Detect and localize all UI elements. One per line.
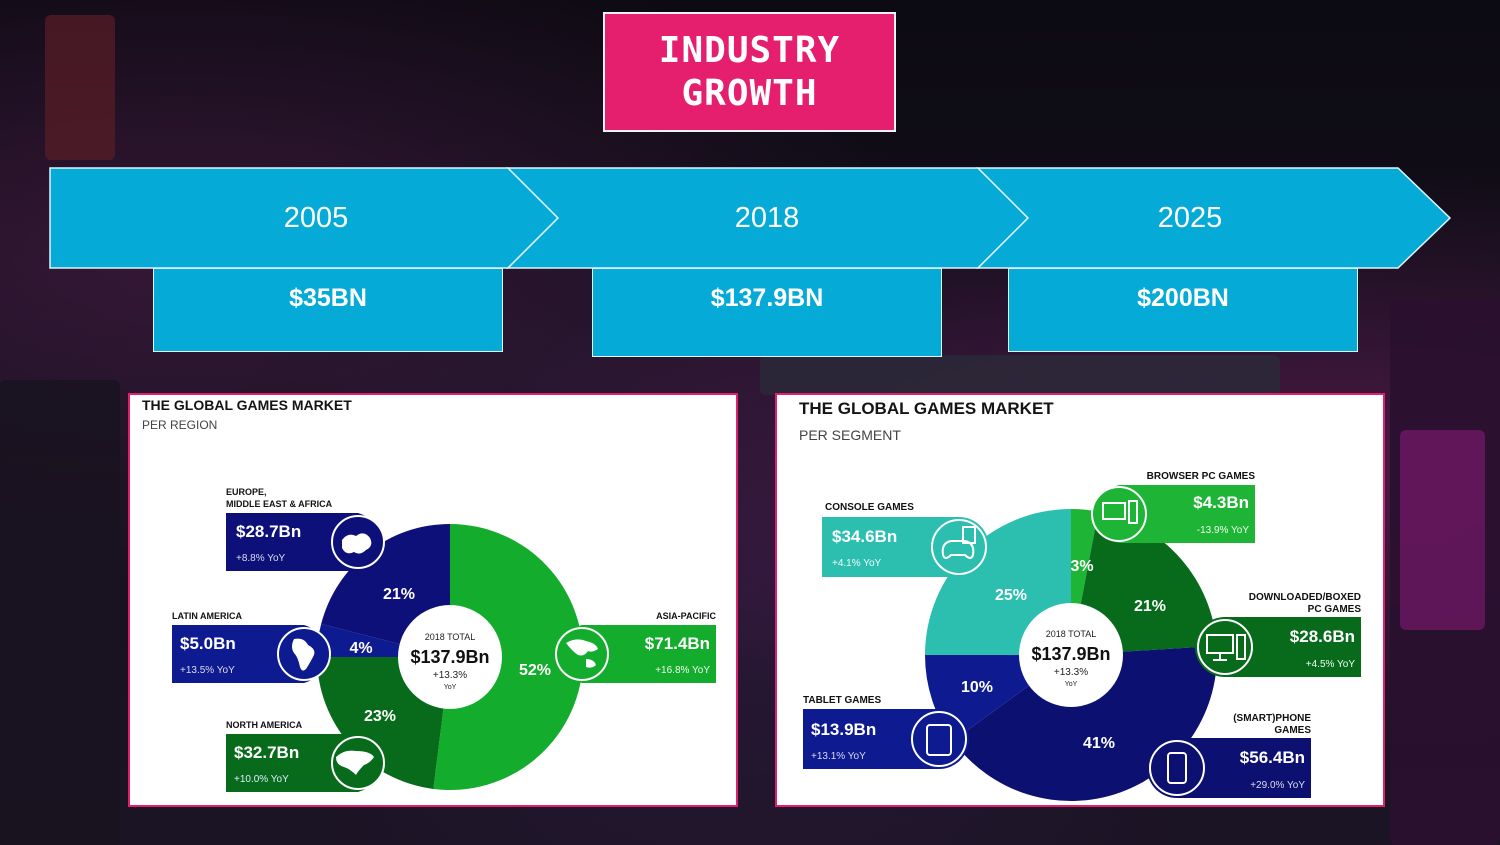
callout-console-value: $34.6Bn <box>832 527 897 546</box>
pct-label-tablet: 10% <box>961 679 993 696</box>
callout-latam-yoy: +13.5% YoY <box>180 665 235 676</box>
callout-smartphone-name-2: GAMES <box>1274 725 1311 736</box>
pct-label-browser-pc: 3% <box>1070 558 1093 575</box>
callout-tablet-value: $13.9Bn <box>811 720 876 739</box>
center-growth: +13.3% <box>1054 667 1088 678</box>
callout-downloaded-pc: DOWNLOADED/BOXED PC GAMES $28.6Bn +4.5% … <box>1195 592 1361 677</box>
callout-na-name: NORTH AMERICA <box>226 720 303 730</box>
region-chart-subtitle: PER REGION <box>142 418 218 432</box>
callout-browser-name: BROWSER PC GAMES <box>1147 471 1256 482</box>
background-sign <box>45 15 115 160</box>
pie-center-hole <box>398 605 502 709</box>
timeline-value-2018: $137.9BN <box>592 268 942 357</box>
callout-smartphone-yoy: +29.0% YoY <box>1250 780 1305 791</box>
pct-label-console: 25% <box>995 587 1027 604</box>
region-chart-title: THE GLOBAL GAMES MARKET <box>142 397 352 413</box>
segment-chart-svg: 2018 TOTAL $137.9Bn +13.3% YoY 3% 21% 41… <box>803 471 1361 802</box>
callout-downloaded-name-2: PC GAMES <box>1308 604 1362 615</box>
callout-europe-name-2: MIDDLE EAST & AFRICA <box>226 499 333 509</box>
background-machine-center <box>760 355 1280 395</box>
callout-smartphone-name-1: (SMART)PHONE <box>1233 713 1311 724</box>
callout-tablet: TABLET GAMES $13.9Bn +13.1% YoY <box>803 695 969 769</box>
segment-chart-title: THE GLOBAL GAMES MARKET <box>799 399 1054 418</box>
center-total-value: $137.9Bn <box>410 647 489 667</box>
callout-downloaded-name-1: DOWNLOADED/BOXED <box>1249 592 1361 603</box>
callout-smartphone-value: $56.4Bn <box>1240 748 1305 767</box>
callout-europe-yoy: +8.8% YoY <box>236 553 286 564</box>
callout-apac-name: ASIA-PACIFIC <box>656 611 716 621</box>
callout-console-yoy: +4.1% YoY <box>832 558 882 569</box>
timeline-year-2025: 2025 <box>1157 202 1223 234</box>
callout-asia-pacific: ASIA-PACIFIC $71.4Bn +16.8% YoY <box>555 611 716 683</box>
title-line-1: INDUSTRY <box>658 29 841 71</box>
callout-apac-value: $71.4Bn <box>645 634 710 653</box>
timeline-year-2018: 2018 <box>734 202 800 234</box>
pct-label-asia-pacific: 52% <box>519 662 551 679</box>
callout-europe-mea: EUROPE, MIDDLE EAST & AFRICA $28.7Bn +8.… <box>226 487 385 571</box>
callout-latam-value: $5.0Bn <box>180 634 236 653</box>
smartphone-icon <box>1167 752 1187 784</box>
background-cabinet-left <box>0 380 120 845</box>
europe-map-icon <box>342 533 372 554</box>
pct-label-europe-mea: 21% <box>383 586 415 603</box>
callout-downloaded-yoy: +4.5% YoY <box>1306 659 1356 670</box>
callout-na-value: $32.7Bn <box>234 743 299 762</box>
callout-na-yoy: +10.0% YoY <box>234 774 289 785</box>
timeline-value-2025: $200BN <box>1008 268 1358 352</box>
callout-north-america: NORTH AMERICA $32.7Bn +10.0% YoY <box>226 720 385 792</box>
north-america-map-icon <box>336 750 374 775</box>
center-total-value: $137.9Bn <box>1031 644 1110 664</box>
center-growth: +13.3% <box>433 670 467 681</box>
title-line-2: GROWTH <box>681 73 818 114</box>
callout-europe-name-1: EUROPE, <box>226 487 267 497</box>
callout-europe-value: $28.7Bn <box>236 522 301 541</box>
background-cabinet-right <box>1390 300 1500 845</box>
callout-tablet-yoy: +13.1% YoY <box>811 751 866 762</box>
center-yoy: YoY <box>1065 681 1078 688</box>
center-total-label: 2018 TOTAL <box>1046 629 1097 639</box>
latin-america-map-icon <box>292 638 315 671</box>
pct-label-north-america: 23% <box>364 708 396 725</box>
pie-slice-asia-pacific <box>433 524 583 790</box>
console-controller-icon <box>941 526 976 559</box>
segment-chart-panel: THE GLOBAL GAMES MARKET PER SEGMENT 2018… <box>775 393 1385 807</box>
desktop-pc-icon <box>1102 500 1138 524</box>
pct-label-latin-america: 4% <box>349 640 372 657</box>
monitor-icon <box>1206 634 1246 661</box>
callout-smartphone: (SMART)PHONE GAMES $56.4Bn +29.0% YoY <box>1147 713 1311 798</box>
callout-browser-pc: BROWSER PC GAMES $4.3Bn -13.9% YoY <box>1091 471 1256 543</box>
callout-console-name: CONSOLE GAMES <box>825 502 914 513</box>
region-chart-svg: 2018 TOTAL $137.9Bn +13.3% YoY 52% 23% 4… <box>172 487 716 792</box>
center-total-label: 2018 TOTAL <box>425 632 476 642</box>
callout-browser-yoy: -13.9% YoY <box>1197 525 1250 536</box>
tablet-icon <box>926 724 952 756</box>
center-yoy: YoY <box>444 684 457 691</box>
timeline-year-2005: 2005 <box>283 202 349 234</box>
callout-latam-name: LATIN AMERICA <box>172 611 242 621</box>
timeline-value-2005: $35BN <box>153 268 503 352</box>
pie-center-hole <box>1019 603 1123 707</box>
timeline-chevron-2025 <box>976 167 1452 269</box>
background-screen-glow <box>1400 430 1485 630</box>
callout-apac-yoy: +16.8% YoY <box>655 665 710 676</box>
callout-console: CONSOLE GAMES $34.6Bn +4.1% YoY <box>822 502 989 577</box>
pct-label-smartphone: 41% <box>1083 735 1115 752</box>
pct-label-downloaded-pc: 21% <box>1134 598 1166 615</box>
asia-map-icon <box>566 639 598 668</box>
callout-tablet-name: TABLET GAMES <box>803 695 881 706</box>
segment-chart-subtitle: PER SEGMENT <box>799 427 901 443</box>
page-title: INDUSTRY GROWTH <box>603 12 896 132</box>
callout-latin-america: LATIN AMERICA $5.0Bn +13.5% YoY <box>172 611 331 683</box>
callout-browser-value: $4.3Bn <box>1193 493 1249 512</box>
callout-downloaded-value: $28.6Bn <box>1290 627 1355 646</box>
region-chart-panel: THE GLOBAL GAMES MARKET PER REGION 2018 … <box>128 393 738 807</box>
